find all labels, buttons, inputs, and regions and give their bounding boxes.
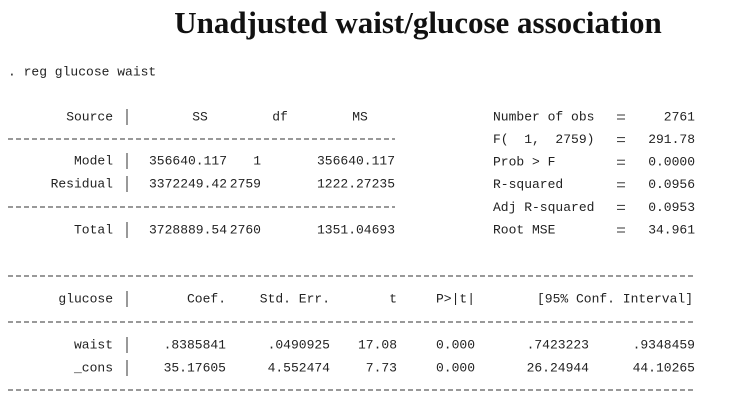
coef-header: t xyxy=(389,291,397,306)
stat-label: Prob > F xyxy=(493,155,555,170)
coef-header: [95% Conf. Interval] xyxy=(537,291,693,306)
anova-total: 1351.04693 xyxy=(317,222,395,237)
coef-cell: 0.000 xyxy=(436,337,475,352)
coef-cell: 35.17605 xyxy=(164,360,226,375)
anova-header: Source xyxy=(66,109,113,124)
anova-cell: 1222.27235 xyxy=(317,176,395,191)
coef-cell: .9348459 xyxy=(633,337,695,352)
anova-total: Total xyxy=(74,222,113,237)
stat-value: 0.0953 xyxy=(648,200,695,215)
coef-header: Coef. xyxy=(187,291,226,306)
rules xyxy=(8,138,695,391)
coef-cell: .8385841 xyxy=(164,337,227,352)
coef-header: glucose xyxy=(58,291,113,306)
anova-header: MS xyxy=(352,109,368,124)
anova-cell: 1 xyxy=(253,153,261,168)
stat-value: 0.0956 xyxy=(648,177,695,192)
anova-cell: Residual xyxy=(51,176,114,191)
anova-header: df xyxy=(272,109,288,124)
anova-header: SS xyxy=(192,109,208,124)
stat-value: 291.78 xyxy=(648,132,695,147)
stat-label: R-squared xyxy=(493,177,563,192)
stat-label: Adj R-squared xyxy=(493,200,594,215)
coef-cell: 26.24944 xyxy=(527,360,590,375)
anova-cell: 2759 xyxy=(230,176,261,191)
coef-cell: .0490925 xyxy=(268,337,330,352)
coef-header: Std. Err. xyxy=(260,291,330,306)
stat-value: 34.961 xyxy=(648,222,695,237)
coef-cell: waist xyxy=(74,337,113,352)
stat-label: Number of obs xyxy=(493,109,594,124)
stat-label: Root MSE xyxy=(493,222,556,237)
anova-cell: 3372249.42 xyxy=(149,176,227,191)
coef-cell: _cons xyxy=(73,360,113,375)
anova-cell: 356640.117 xyxy=(149,153,227,168)
anova-cell: Model xyxy=(74,153,113,168)
coef-cell: 44.10265 xyxy=(633,360,695,375)
coef-cell: 7.73 xyxy=(366,360,397,375)
command: . reg glucose waist xyxy=(8,64,156,79)
anova-total: 3728889.54 xyxy=(149,222,227,237)
coef-cell: 17.08 xyxy=(358,337,397,352)
coef-header: P>|t| xyxy=(436,291,475,306)
stat-value: 2761 xyxy=(664,109,695,124)
coef-cell: 4.552474 xyxy=(268,360,331,375)
stat-value: 0.0000 xyxy=(648,155,695,170)
anova-total: 2760 xyxy=(230,222,261,237)
stat-label: F( 1, 2759) xyxy=(493,132,594,147)
title: Unadjusted waist/glucose association xyxy=(174,5,661,40)
coef-cell: 0.000 xyxy=(436,360,475,375)
anova-cell: 356640.117 xyxy=(317,153,395,168)
coef-cell: .7423223 xyxy=(527,337,589,352)
